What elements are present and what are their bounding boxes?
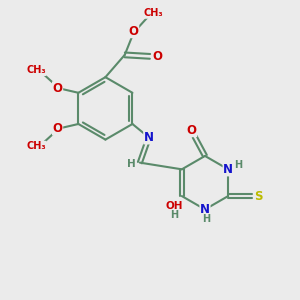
Text: S: S [254,190,263,202]
Text: CH₃: CH₃ [143,8,163,18]
Text: O: O [52,122,63,135]
Text: O: O [52,82,63,95]
Text: CH₃: CH₃ [26,141,46,151]
Text: OH: OH [166,201,183,211]
Text: N: N [200,203,210,216]
Text: O: O [187,124,196,136]
Text: H: H [170,210,178,220]
Text: H: H [235,160,243,170]
Text: H: H [202,214,211,224]
Text: H: H [127,159,135,169]
Text: O: O [129,25,139,38]
Text: CH₃: CH₃ [26,65,46,76]
Text: N: N [223,163,233,176]
Text: O: O [152,50,162,63]
Text: N: N [144,131,154,144]
